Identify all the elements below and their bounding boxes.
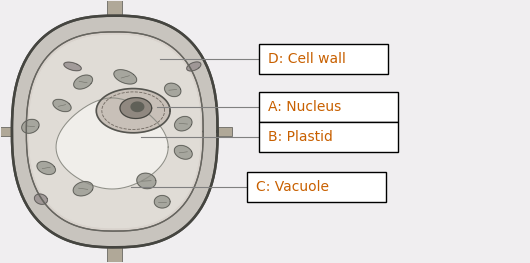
Polygon shape [114, 70, 137, 84]
Polygon shape [187, 62, 201, 71]
Polygon shape [108, 247, 122, 263]
Polygon shape [34, 194, 47, 204]
Polygon shape [120, 98, 152, 119]
Polygon shape [131, 102, 144, 112]
Polygon shape [53, 99, 71, 112]
Polygon shape [73, 182, 93, 196]
FancyBboxPatch shape [246, 172, 386, 202]
Polygon shape [22, 119, 39, 133]
Polygon shape [37, 161, 56, 174]
Polygon shape [74, 75, 93, 89]
Polygon shape [0, 127, 12, 136]
Polygon shape [26, 32, 203, 231]
Polygon shape [174, 145, 192, 159]
Text: B: Plastid: B: Plastid [268, 130, 333, 144]
Polygon shape [56, 98, 168, 189]
Polygon shape [64, 62, 81, 71]
Polygon shape [96, 89, 170, 133]
Polygon shape [174, 117, 192, 131]
Polygon shape [137, 173, 156, 189]
Text: C: Vacuole: C: Vacuole [256, 180, 329, 194]
Polygon shape [12, 16, 217, 247]
Text: A: Nucleus: A: Nucleus [268, 100, 341, 114]
Polygon shape [217, 127, 232, 136]
FancyBboxPatch shape [259, 122, 399, 152]
Text: D: Cell wall: D: Cell wall [268, 52, 346, 66]
Polygon shape [165, 83, 181, 97]
Polygon shape [108, 0, 122, 16]
FancyBboxPatch shape [259, 44, 388, 74]
FancyBboxPatch shape [259, 93, 399, 122]
Polygon shape [154, 195, 170, 208]
Polygon shape [30, 36, 200, 227]
